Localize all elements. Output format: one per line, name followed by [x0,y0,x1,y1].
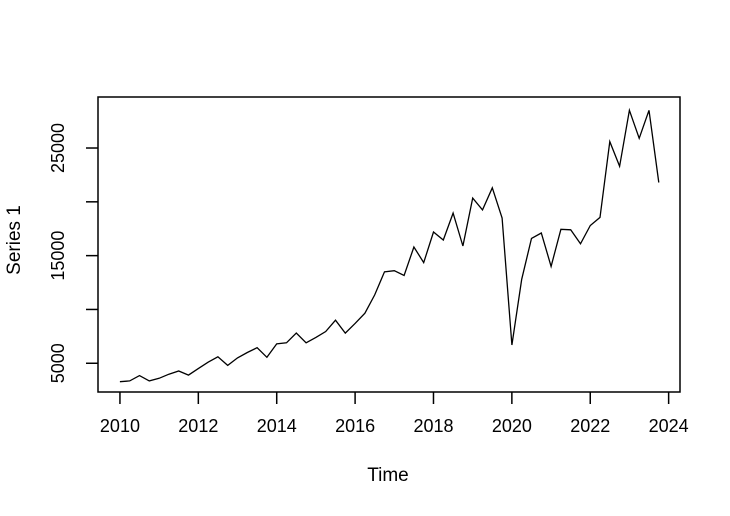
y-tick-label: 5000 [48,343,68,383]
x-tick-label: 2024 [649,416,689,436]
x-tick-label: 2014 [257,416,297,436]
chart-generated-layer: 2010 2012 2014 2016 2018 2020 2022 2024 5000 1500… [48,96,689,436]
series-line [119,107,660,383]
x-axis-title: Time [367,465,409,486]
y-tick-label: 15000 [48,231,68,281]
x-tick-label: 2012 [178,416,218,436]
y-tick-label: 25000 [48,123,68,173]
x-tick-label: 2010 [100,416,140,436]
x-tick-label: 2022 [570,416,610,436]
x-tick-label: 2018 [413,416,453,436]
y-axis-title: Series 1 [4,205,25,275]
x-tick-label: 2016 [335,416,375,436]
x-tick-label: 2020 [492,416,532,436]
plot-frame [97,96,681,393]
